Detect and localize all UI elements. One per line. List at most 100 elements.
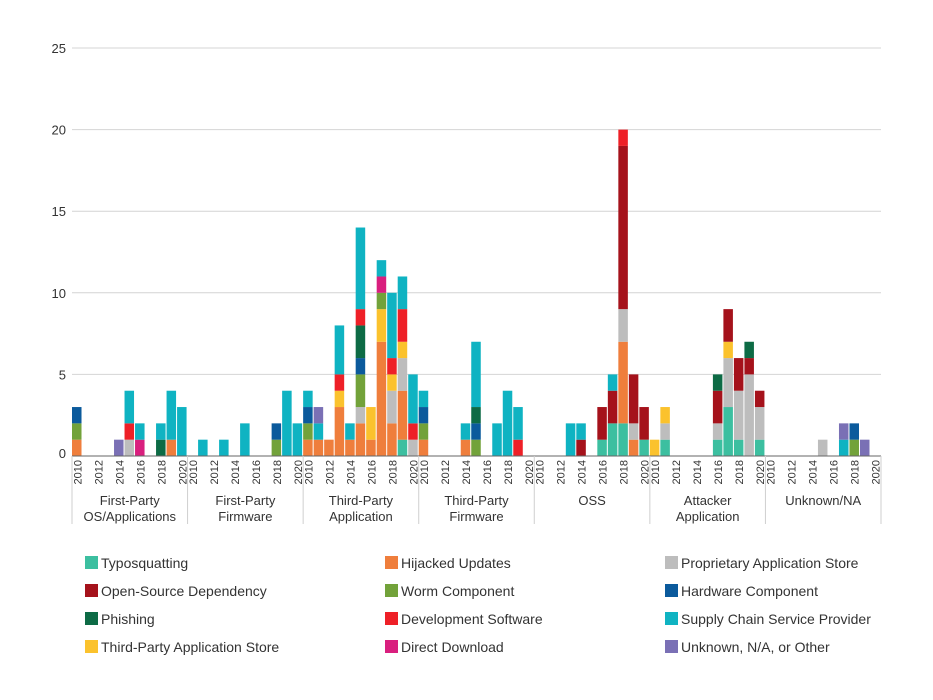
bar-segment [408,423,418,440]
bar-segment [72,407,82,424]
legend-swatch [385,584,398,597]
group-label: Application [329,509,393,524]
x-tick-label: 2020 [640,460,652,484]
legend-label: Typosquatting [101,554,189,571]
bar-segment [628,374,639,424]
bar-segment [334,325,345,375]
bar-segment [576,423,586,440]
legend-item: Worm Component [385,581,665,600]
bar-segment [397,439,408,456]
legend-item: Development Software [385,609,665,628]
bar-segment [397,358,408,391]
bar-segment [817,439,828,456]
bar-segment [166,390,177,440]
group-label: OSS [578,493,606,508]
x-tick-label: 2010 [650,460,662,484]
legend-item: Phishing [85,609,385,628]
bar-segment [607,374,618,391]
group-label: First-Party [100,493,160,508]
legend-swatch [85,556,98,569]
bar-segment [177,407,187,456]
bar-segment [376,260,387,277]
bar-segment [303,390,313,408]
x-tick-label: 2020 [409,460,421,484]
bar-segment [397,309,408,342]
bar-segment [124,439,135,456]
x-tick-label: 2016 [366,460,378,484]
legend-label: Third-Party Application Store [101,638,280,655]
bar-segment [72,439,82,456]
x-tick-label: 2018 [272,460,284,484]
legend-swatch [385,556,398,569]
legend-swatch [385,612,398,625]
x-tick-label: 2018 [503,460,515,484]
x-tick-label: 2020 [177,460,189,484]
bar-segment [313,407,324,424]
bar-segment [744,374,754,456]
bar-segment [502,390,513,456]
x-tick-label: 2012 [787,460,799,484]
bar-segment [355,358,366,375]
legend-item: Hijacked Updates [385,553,665,572]
y-tick-label: 0 [59,446,66,461]
bar-segment [313,423,324,440]
bar-segment [271,439,282,456]
bar-segment [618,341,628,424]
bar-segment [618,145,628,310]
y-tick-label: 5 [59,367,66,382]
bar-segment [124,423,135,440]
bar-segment [387,358,397,375]
x-tick-label: 2018 [156,460,168,484]
group-label: OS/Applications [84,509,177,524]
bar-segment [366,439,376,456]
bar-segment [397,341,408,359]
bar-segment [754,407,765,440]
bar-segment [712,390,723,424]
y-tick-label: 15 [52,204,66,219]
group-label: Application [676,509,740,524]
bar-segment [618,129,628,146]
legend-label: Supply Chain Service Provider [681,610,871,627]
legend-item: Direct Download [385,637,665,656]
bar-segment [198,439,208,456]
group-label: Unknown/NA [785,493,861,508]
bar-segment [649,439,660,456]
bar-segment [282,390,292,456]
x-tick-label: 2014 [808,460,820,484]
bar-segment [639,407,649,440]
bar-segment [303,439,313,456]
bar-segment [292,423,303,456]
legend-item: Supply Chain Service Provider [665,609,915,628]
bar-segment [838,439,849,456]
bar-segment [733,358,744,391]
bar-segment [576,439,586,456]
bar-segment [376,341,387,456]
bar-segment [733,390,744,440]
x-tick-label: 2010 [419,460,431,484]
bar-segment [387,374,397,391]
x-tick-label: 2020 [871,460,883,484]
x-tick-label: 2018 [850,460,862,484]
bar-segment [355,407,366,424]
bar-segment [859,439,870,456]
x-tick-label: 2014 [692,460,704,484]
bar-segment [124,390,135,424]
bar-segment [387,390,397,424]
bar-segment [303,423,313,440]
bar-segment [565,423,576,456]
bar-segment [135,423,145,440]
bar-segment [387,292,397,359]
bar-segment [744,358,754,375]
bar-segment [471,423,481,440]
x-tick-label: 2016 [829,460,841,484]
bar-segment [334,390,345,408]
x-tick-label: 2010 [303,460,315,484]
legend-label: Development Software [401,610,543,627]
legend-label: Hijacked Updates [401,554,511,571]
bar-segment [355,227,366,310]
legend-swatch [85,584,98,597]
bar-segment [366,407,376,440]
bar-segment [334,374,345,391]
bar-segment [471,341,481,408]
y-tick-label: 20 [52,123,66,138]
